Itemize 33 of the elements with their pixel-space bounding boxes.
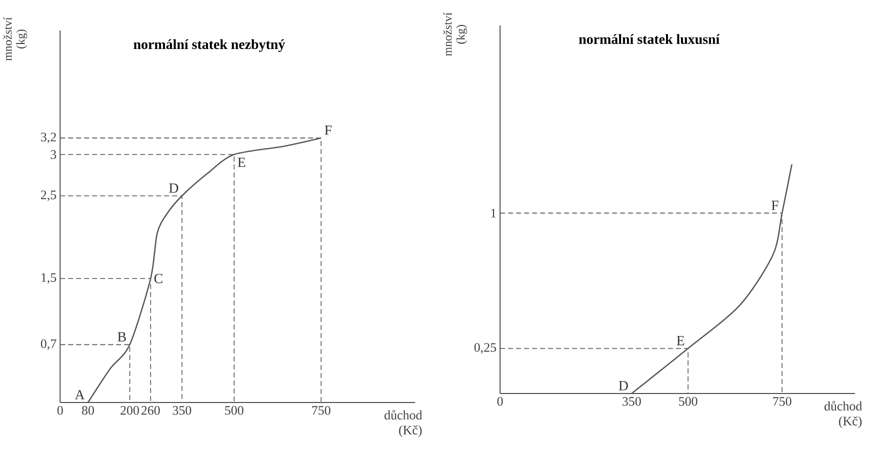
annotation: D <box>169 183 178 192</box>
x-tick-label: 0 <box>497 396 503 406</box>
x-axis-title: důchod (Kč) <box>384 410 422 437</box>
annotation: C <box>154 274 162 283</box>
annotation: A <box>74 390 85 400</box>
x-tick-label: 350 <box>622 396 641 406</box>
annotation: F <box>772 200 778 210</box>
y-tick-label: 1 <box>491 208 496 218</box>
annotation: F <box>324 125 332 135</box>
x-tick-label: 500 <box>679 396 698 406</box>
y-tick-label: 2,5 <box>41 190 56 201</box>
x-tick-label: 80 <box>82 406 94 415</box>
y-axis-title: množství (kg) <box>443 12 468 56</box>
y-tick-label: 1,5 <box>42 273 56 284</box>
y-tick-label: 0,7 <box>40 339 56 350</box>
x-tick-label: 750 <box>773 396 792 406</box>
x-tick-label: 0 <box>57 406 63 415</box>
y-tick-label: 3 <box>50 150 56 159</box>
text: normální statek nezbytný <box>134 39 286 52</box>
y-axis-title: množství (kg) <box>3 17 28 60</box>
x-tick-label: 750 <box>312 406 330 415</box>
x-tick-label: 500 <box>225 406 244 415</box>
x-tick-label: 350 <box>172 406 192 415</box>
y-tick-label: 3,2 <box>41 132 56 144</box>
annotation: B <box>118 332 126 342</box>
x-axis-title: důchod (Kč) <box>824 400 862 428</box>
x-tick-label: 200 <box>120 406 139 415</box>
y-tick-label: 0,25 <box>474 342 496 354</box>
annotation: E <box>676 336 684 345</box>
x-tick-label: 260 <box>141 406 160 415</box>
chart-title: normální statek luxusní <box>579 34 720 44</box>
annotation: E <box>238 157 246 167</box>
annotation: D <box>618 380 628 390</box>
